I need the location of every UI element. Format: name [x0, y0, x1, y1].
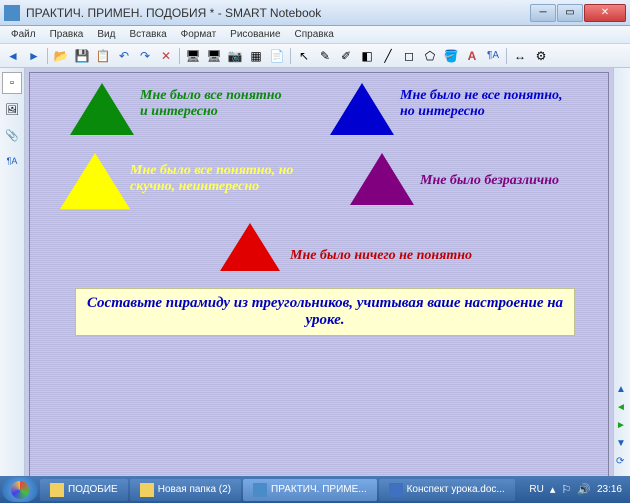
start-orb-icon	[11, 481, 29, 499]
props-button[interactable]: ¶A	[483, 46, 503, 66]
titlebar: ПРАКТИЧ. ПРИМЕН. ПОДОБИЯ * - SMART Noteb…	[0, 0, 630, 26]
poly-button[interactable]: ⬠	[420, 46, 440, 66]
tab-props[interactable]: ¶A	[2, 150, 22, 172]
window-title: ПРАКТИЧ. ПРИМЕН. ПОДОБИЯ * - SMART Noteb…	[26, 6, 530, 20]
toolbar: ◄ ► 📂 💾 📋 ↶ ↷ ✕ 🖥 🖥 📷 ▦ 📄 ↖ ✎ ✐ ◧ ╱ ◻ ⬠ …	[0, 44, 630, 68]
minimize-button[interactable]: ─	[530, 4, 556, 22]
folder-icon	[50, 483, 64, 497]
shape-button[interactable]: ◻	[399, 46, 419, 66]
left-sidebar: ▫ 🖼 📎 ¶A	[0, 68, 25, 476]
nav-refresh-icon[interactable]: ⟳	[616, 456, 628, 468]
forward-button[interactable]: ►	[24, 46, 44, 66]
close-button[interactable]: ✕	[584, 4, 626, 22]
triangle-yellow[interactable]	[60, 153, 130, 209]
canvas-area[interactable]: Мне было все понятнои интересно Мне было…	[25, 68, 613, 476]
menu-draw[interactable]: Рисование	[223, 27, 287, 42]
grid-button[interactable]: ▦	[246, 46, 266, 66]
screen2-button[interactable]: 🖥	[204, 46, 224, 66]
nav-down-icon[interactable]: ▼	[616, 438, 628, 450]
nav-left-icon[interactable]: ◄	[616, 402, 628, 414]
menu-format[interactable]: Формат	[174, 27, 224, 42]
nav-right-icon[interactable]: ►	[616, 420, 628, 432]
triangle-green[interactable]	[70, 83, 134, 135]
task-item-1[interactable]: ПОДОБИЕ	[40, 479, 128, 501]
main-area: ▫ 🖼 📎 ¶A Мне было все понятнои интересно…	[0, 68, 630, 476]
right-sidebar: ▲ ◄ ► ▼ ⟳	[613, 68, 630, 476]
separator	[179, 48, 180, 64]
tray-chevron-icon[interactable]: ▴	[550, 483, 556, 496]
line-button[interactable]: ╱	[378, 46, 398, 66]
taskbar: ПОДОБИЕ Новая папка (2) ПРАКТИЧ. ПРИМЕ..…	[0, 476, 630, 503]
menu-view[interactable]: Вид	[90, 27, 122, 42]
config-button[interactable]: ⚙	[531, 46, 551, 66]
task-item-3[interactable]: ПРАКТИЧ. ПРИМЕ...	[243, 479, 377, 501]
task-label: Конспект урока.doc...	[407, 484, 505, 495]
task-item-4[interactable]: Конспект урока.doc...	[379, 479, 515, 501]
canvas[interactable]: Мне было все понятнои интересно Мне было…	[29, 72, 609, 476]
instruction-box[interactable]: Составьте пирамиду из треугольников, учи…	[75, 288, 575, 336]
folder-icon	[140, 483, 154, 497]
redo-button[interactable]: ↷	[135, 46, 155, 66]
task-label: ПРАКТИЧ. ПРИМЕ...	[271, 484, 367, 495]
fill-button[interactable]: 🪣	[441, 46, 461, 66]
caption-yellow[interactable]: Мне было все понятно, носкучно, неинтере…	[130, 163, 293, 195]
menu-help[interactable]: Справка	[288, 27, 341, 42]
clock[interactable]: 23:16	[597, 484, 622, 495]
task-item-2[interactable]: Новая папка (2)	[130, 479, 241, 501]
eraser-button[interactable]: ◧	[357, 46, 377, 66]
app-icon	[253, 483, 267, 497]
menu-insert[interactable]: Вставка	[122, 27, 173, 42]
tab-pages[interactable]: ▫	[2, 72, 22, 94]
task-label: ПОДОБИЕ	[68, 484, 118, 495]
tab-attach[interactable]: 📎	[2, 124, 22, 146]
triangle-purple[interactable]	[350, 153, 414, 205]
menubar: Файл Правка Вид Вставка Формат Рисование…	[0, 26, 630, 44]
caption-blue[interactable]: Мне было не все понятно,но интересно	[400, 88, 563, 120]
lang-indicator[interactable]: RU	[529, 484, 543, 495]
capture-button[interactable]: 📷	[225, 46, 245, 66]
separator	[506, 48, 507, 64]
tab-gallery[interactable]: 🖼	[2, 98, 22, 120]
pen2-button[interactable]: ✐	[336, 46, 356, 66]
window-controls: ─ ▭ ✕	[530, 4, 626, 22]
triangle-blue[interactable]	[330, 83, 394, 135]
separator	[47, 48, 48, 64]
select-button[interactable]: ↖	[294, 46, 314, 66]
menu-file[interactable]: Файл	[4, 27, 43, 42]
caption-red[interactable]: Мне было ничего не понятно	[290, 248, 472, 264]
text-button[interactable]: A	[462, 46, 482, 66]
caption-green[interactable]: Мне было все понятнои интересно	[140, 88, 282, 120]
nav-up-icon[interactable]: ▲	[616, 384, 628, 396]
back-button[interactable]: ◄	[3, 46, 23, 66]
delete-button[interactable]: ✕	[156, 46, 176, 66]
save-button[interactable]: 💾	[72, 46, 92, 66]
triangle-red[interactable]	[220, 223, 280, 271]
caption-purple[interactable]: Мне было безразлично	[420, 173, 559, 189]
screen-button[interactable]: 🖥	[183, 46, 203, 66]
system-tray: RU ▴ ⚐ 🔊 23:16	[529, 483, 628, 496]
open-button[interactable]: 📂	[51, 46, 71, 66]
tray-volume-icon[interactable]: 🔊	[577, 483, 591, 496]
app-icon	[4, 5, 20, 21]
undo-button[interactable]: ↶	[114, 46, 134, 66]
doc-button[interactable]: 📄	[267, 46, 287, 66]
task-label: Новая папка (2)	[158, 484, 231, 495]
start-button[interactable]	[2, 477, 38, 502]
separator	[290, 48, 291, 64]
menu-edit[interactable]: Правка	[43, 27, 91, 42]
pen-button[interactable]: ✎	[315, 46, 335, 66]
maximize-button[interactable]: ▭	[557, 4, 583, 22]
move-button[interactable]: ↔	[510, 46, 530, 66]
doc-icon	[389, 483, 403, 497]
tray-flag-icon[interactable]: ⚐	[561, 483, 571, 496]
paste-button[interactable]: 📋	[93, 46, 113, 66]
